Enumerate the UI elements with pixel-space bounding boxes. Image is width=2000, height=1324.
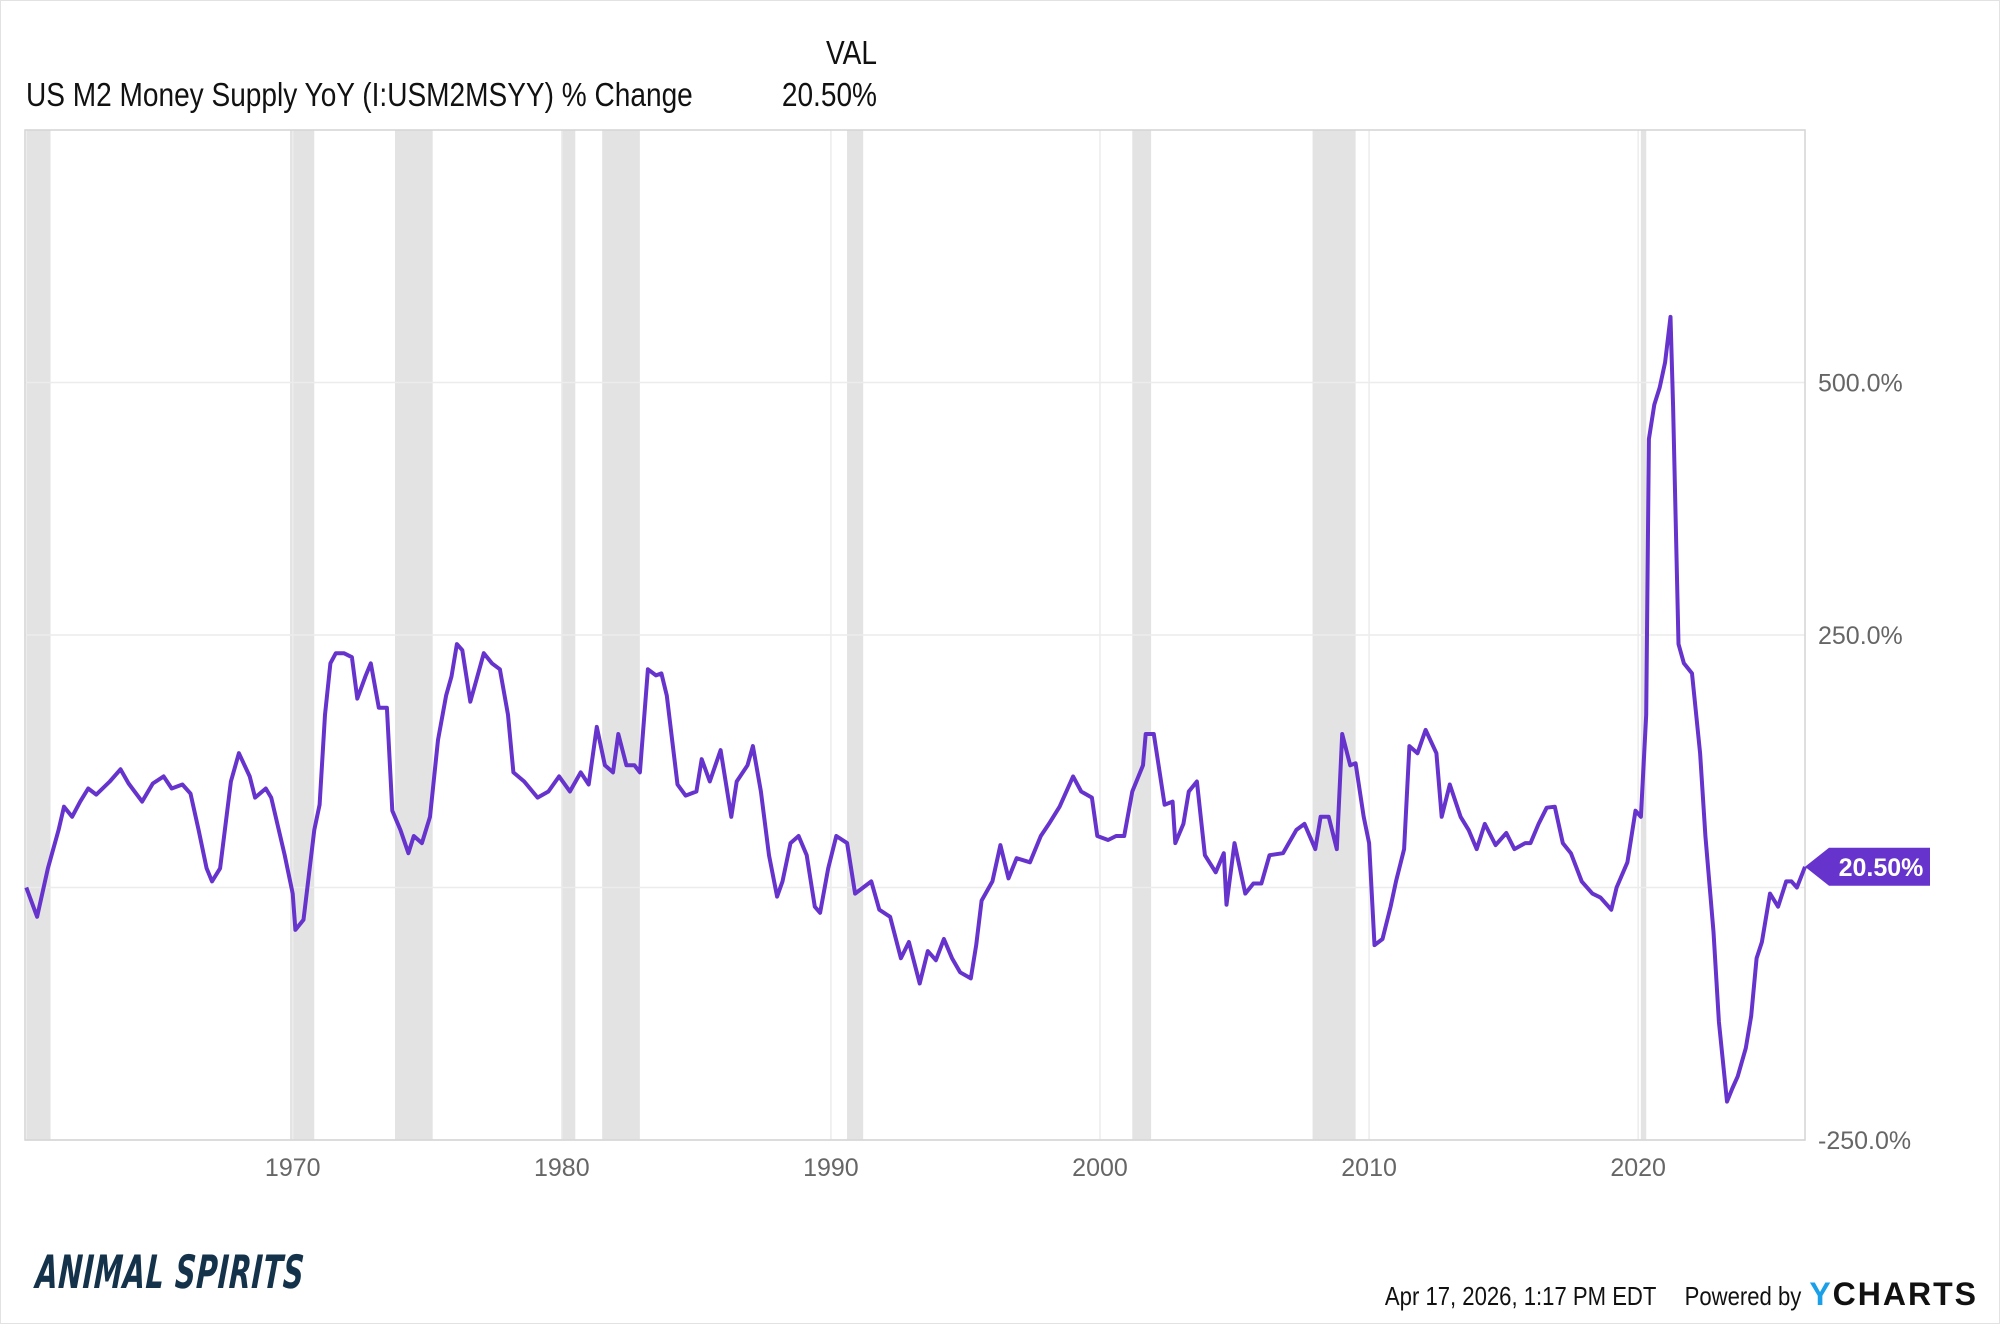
y-tick-label: -250.0% [1818, 1127, 1911, 1155]
y-tick-label: 250.0% [1818, 622, 1903, 650]
gridlines [25, 130, 1805, 1141]
x-tick-label: 1980 [534, 1154, 590, 1182]
x-tick-label: 2010 [1341, 1154, 1397, 1182]
plot-border [24, 129, 1806, 1141]
x-tick-label: 1970 [265, 1154, 321, 1182]
last-value-tag: 20.50% [1805, 847, 1930, 886]
footer: Apr 17, 2026, 1:17 PM EDT Powered by YCH… [1337, 1276, 1978, 1313]
x-tick-label: 2000 [1072, 1154, 1128, 1182]
ycharts-logo[interactable]: YCHARTS [1809, 1276, 1978, 1312]
series-label: US M2 Money Supply YoY (I:USM2MSYY) % Ch… [26, 76, 693, 113]
series-current-value: 20.50% [781, 76, 877, 113]
x-tick-label: 1990 [803, 1154, 859, 1182]
y-axis: 500.0% 250.0% -250.0% [1818, 370, 1911, 1156]
y-tick-label: 500.0% [1818, 370, 1903, 398]
powered-by-text: Powered by [1684, 1281, 1802, 1311]
timestamp: Apr 17, 2026, 1:17 PM EDT [1384, 1281, 1657, 1311]
animal-spirits-logo: ANIMAL SPIRITS [34, 1245, 307, 1299]
last-value-box [1805, 847, 1930, 886]
x-axis: 1970 1980 1990 2000 2010 2020 [265, 1154, 1666, 1182]
last-value-label: 20.50% [1839, 854, 1924, 882]
series-line [24, 314, 1807, 1104]
value-column-header: VAL [826, 34, 877, 71]
x-tick-label: 2020 [1610, 1154, 1666, 1182]
